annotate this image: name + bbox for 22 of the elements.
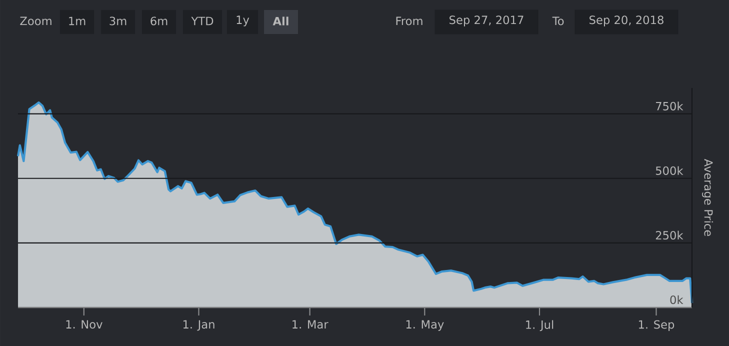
text: All: [272, 16, 288, 26]
x-tick-label: 1. Jul: [526, 320, 554, 332]
text: 1m: [69, 16, 86, 26]
text: To: [552, 16, 564, 26]
x-tick-label: 1. Mar: [292, 320, 328, 329]
y-tick-label: 0k: [670, 295, 684, 304]
y-tick-label: 750k: [656, 102, 684, 110]
x-tick-label: 1. Nov: [66, 320, 102, 329]
text: From: [396, 16, 422, 26]
text: 6m: [150, 16, 168, 26]
y-tick-label: 500k: [656, 166, 684, 175]
text: Sep 20, 2018: [590, 16, 664, 26]
x-tick-label: 1. Sep: [638, 320, 674, 331]
text: Zoom: [20, 16, 52, 26]
text: YTD: [191, 16, 214, 26]
text: Sep 27, 2017: [450, 16, 524, 26]
text: 1y: [236, 16, 250, 26]
x-tick-label: 1. May: [406, 320, 444, 331]
text: 3m: [110, 16, 126, 26]
x-tick-label: 1. Jan: [183, 320, 214, 331]
y-axis-title: Average Price: [702, 158, 714, 236]
y-tick-label: 250k: [656, 230, 684, 240]
